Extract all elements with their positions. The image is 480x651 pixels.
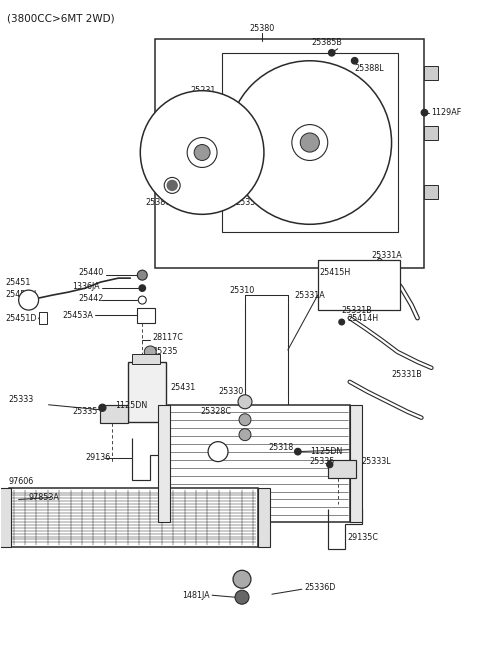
Text: 25350: 25350	[235, 198, 260, 207]
Circle shape	[194, 145, 210, 161]
Bar	[132, 354, 160, 364]
Bar	[424, 186, 438, 199]
Circle shape	[139, 285, 145, 291]
Circle shape	[239, 429, 251, 441]
Text: A: A	[26, 296, 31, 305]
Circle shape	[19, 290, 38, 310]
Text: 25451D: 25451D	[6, 314, 37, 322]
Text: 25331A: 25331A	[295, 290, 325, 299]
Bar	[128, 362, 166, 422]
Text: 25414H: 25414H	[348, 314, 379, 322]
Text: 25451H: 25451H	[6, 290, 37, 299]
Text: 25235: 25235	[152, 348, 178, 357]
Bar	[137, 308, 155, 323]
Text: 1336JA: 1336JA	[72, 282, 100, 290]
Circle shape	[339, 319, 345, 325]
Circle shape	[144, 346, 156, 358]
Text: 25333: 25333	[9, 395, 34, 404]
Text: 25231: 25231	[190, 86, 216, 95]
Text: 25442: 25442	[78, 294, 104, 303]
Bar	[100, 405, 128, 422]
Text: 97606: 97606	[9, 477, 34, 486]
Text: 25331A: 25331A	[372, 251, 402, 260]
Polygon shape	[9, 488, 258, 547]
Text: 25415H: 25415H	[320, 268, 351, 277]
Text: 28117C: 28117C	[152, 333, 183, 342]
Circle shape	[328, 49, 335, 56]
Text: 25331B: 25331B	[342, 305, 372, 314]
Circle shape	[292, 124, 328, 161]
Text: 25385B: 25385B	[312, 38, 343, 48]
Circle shape	[228, 61, 392, 225]
Bar	[350, 405, 361, 523]
Circle shape	[167, 180, 177, 190]
Text: 29135C: 29135C	[348, 533, 379, 542]
Text: A: A	[216, 447, 221, 456]
Text: (3800CC>6MT 2WD): (3800CC>6MT 2WD)	[7, 14, 114, 24]
Text: 25310: 25310	[229, 286, 254, 295]
Circle shape	[187, 137, 217, 167]
Circle shape	[137, 270, 147, 280]
Circle shape	[138, 296, 146, 304]
Circle shape	[295, 449, 301, 455]
Text: 25440: 25440	[78, 268, 104, 277]
Text: 25431: 25431	[170, 383, 195, 393]
Circle shape	[208, 441, 228, 462]
Circle shape	[233, 570, 251, 589]
Circle shape	[351, 57, 358, 64]
Circle shape	[300, 133, 319, 152]
Circle shape	[238, 395, 252, 409]
Text: 1125DN: 1125DN	[310, 447, 342, 456]
Text: 25380: 25380	[249, 24, 275, 33]
Text: 25335: 25335	[72, 408, 98, 416]
Text: 25335: 25335	[310, 457, 335, 466]
Text: 25331B: 25331B	[392, 370, 422, 380]
Text: 1129AF: 1129AF	[432, 108, 462, 117]
Bar	[222, 53, 397, 232]
Text: 97853A: 97853A	[29, 493, 60, 502]
Circle shape	[164, 178, 180, 193]
Circle shape	[421, 109, 428, 116]
Text: 25388L: 25388L	[355, 64, 384, 74]
Text: 1125DN: 1125DN	[115, 401, 148, 410]
Text: 25336D: 25336D	[305, 583, 336, 592]
Bar	[38, 312, 47, 324]
Bar	[0, 488, 11, 547]
Circle shape	[99, 404, 106, 411]
Text: 29136: 29136	[85, 453, 111, 462]
Bar	[328, 460, 356, 478]
Text: 1481JA: 1481JA	[182, 590, 210, 600]
Text: 25318: 25318	[268, 443, 293, 452]
Text: 25453A: 25453A	[62, 311, 94, 320]
Text: 25451: 25451	[6, 277, 31, 286]
Bar	[168, 405, 350, 523]
Text: 25330: 25330	[218, 387, 243, 396]
Text: 25328C: 25328C	[200, 408, 231, 416]
Bar	[424, 66, 438, 79]
Circle shape	[327, 462, 333, 467]
Bar	[155, 39, 424, 268]
Text: 25386: 25386	[145, 198, 170, 207]
Bar	[258, 488, 270, 547]
Bar	[318, 260, 399, 310]
Bar	[158, 405, 170, 523]
Bar	[424, 126, 438, 139]
Text: 25333L: 25333L	[361, 457, 391, 466]
Circle shape	[239, 414, 251, 426]
Circle shape	[235, 590, 249, 604]
Circle shape	[140, 90, 264, 214]
